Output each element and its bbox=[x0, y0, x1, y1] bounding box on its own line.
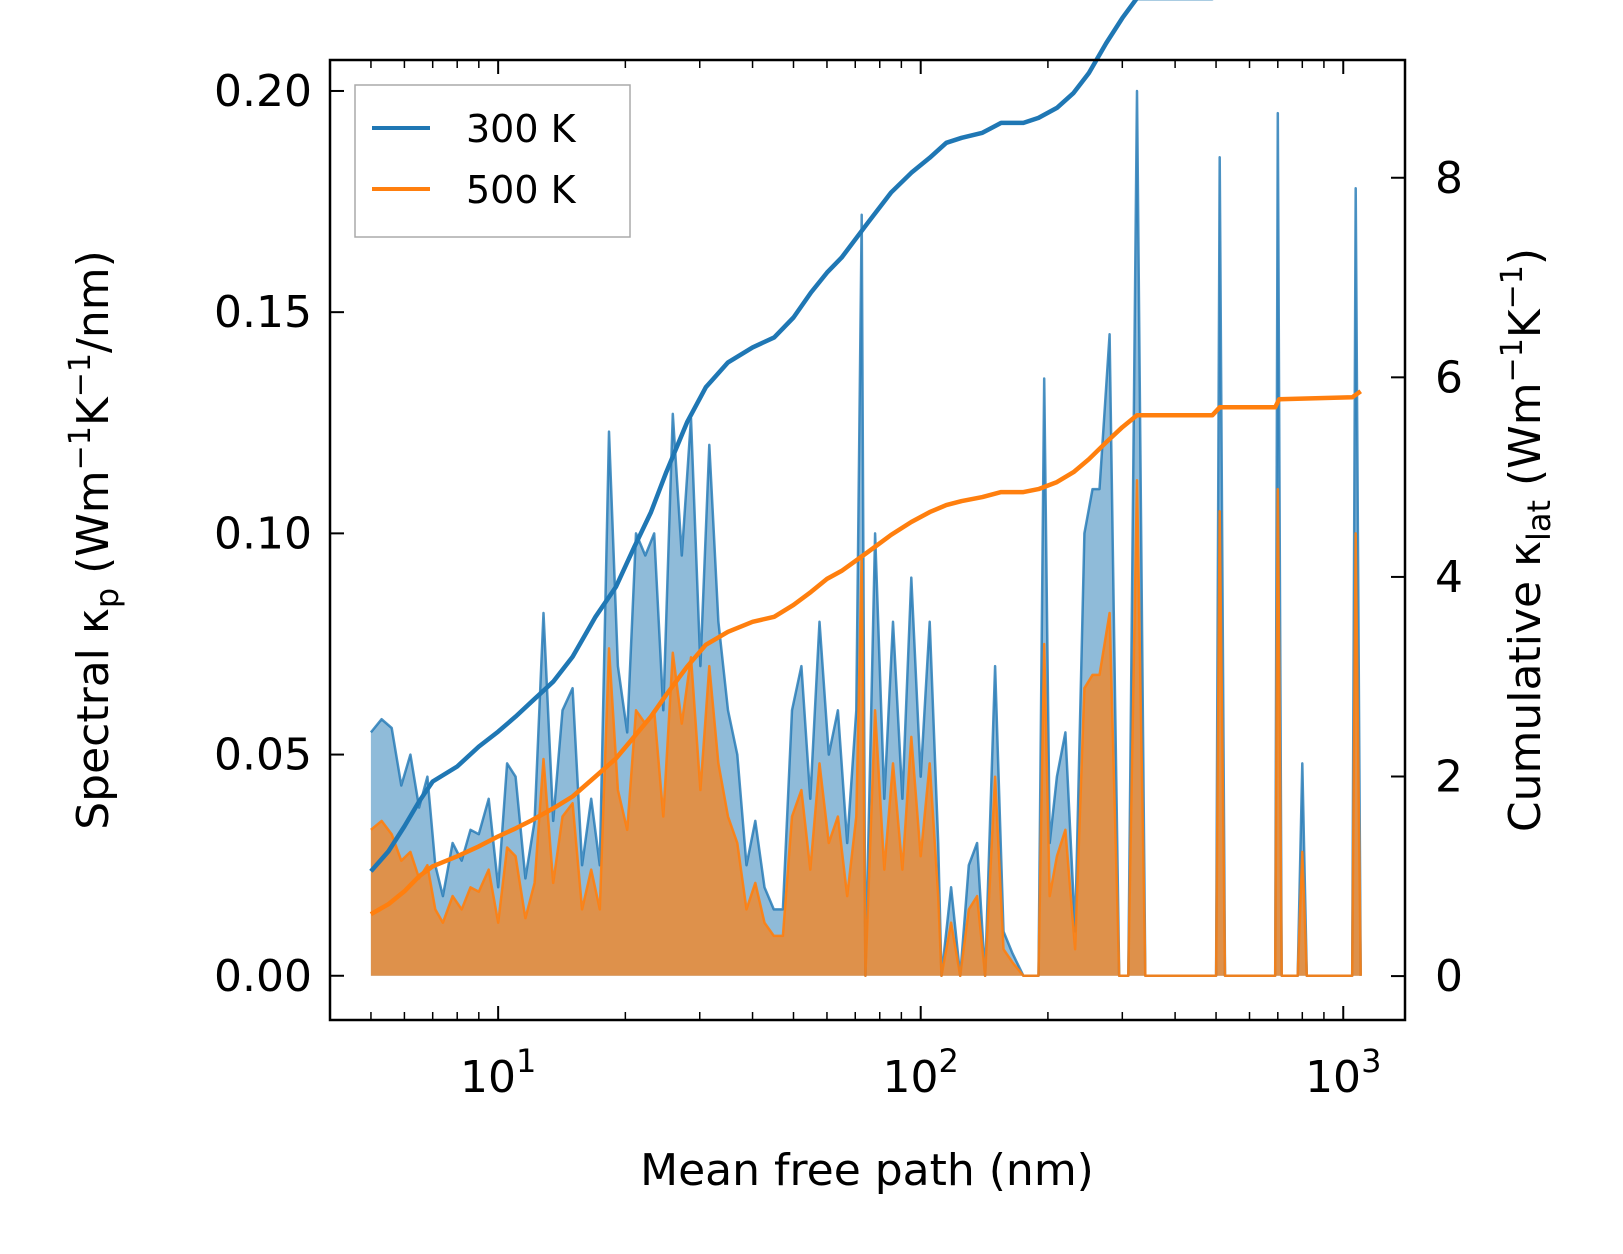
y-right-tick-label: 4 bbox=[1435, 552, 1463, 603]
x-tick-label: 102 bbox=[883, 1042, 959, 1103]
y-right-axis-title: Cumulative κlat (Wm−1K−1) bbox=[1495, 248, 1558, 832]
y-left-tick-label: 0.00 bbox=[214, 951, 312, 1002]
y-right-tick-label: 2 bbox=[1435, 752, 1463, 803]
y-left-tick-label: 0.15 bbox=[214, 287, 312, 338]
y-left-tick-label: 0.05 bbox=[214, 730, 312, 781]
cumulative-line-500k bbox=[369, 389, 1362, 917]
spectral-line-500k bbox=[370, 479, 1362, 978]
legend: 300 K 500 K bbox=[354, 84, 631, 238]
spectral-area-500k bbox=[370, 480, 1361, 976]
x-tick-label: 101 bbox=[460, 1042, 536, 1103]
tick-layer: 101 102 103 0.00 0.05 0.10 0.15 0.20 0 2 4 6 8 bbox=[214, 60, 1463, 1103]
legend-label-300k: 300 K bbox=[466, 107, 577, 151]
x-axis-title: Mean free path (nm) bbox=[640, 1145, 1094, 1196]
cumulative-line-300k bbox=[369, 0, 1214, 873]
legend-label-500k: 500 K bbox=[466, 168, 577, 212]
x-tick-label: 103 bbox=[1305, 1042, 1381, 1103]
y-right-tick-label: 0 bbox=[1435, 951, 1463, 1002]
plot-frame bbox=[328, 58, 1407, 1022]
legend-box bbox=[354, 84, 631, 238]
y-right-tick-label: 6 bbox=[1435, 352, 1463, 403]
series-layer bbox=[369, 0, 1362, 978]
y-right-tick-label: 8 bbox=[1435, 153, 1463, 204]
y-left-axis-title: Spectral κp (Wm−1K−1/nm) bbox=[63, 250, 126, 830]
y-left-tick-label: 0.10 bbox=[214, 508, 312, 559]
y-left-tick-label: 0.20 bbox=[214, 66, 312, 117]
